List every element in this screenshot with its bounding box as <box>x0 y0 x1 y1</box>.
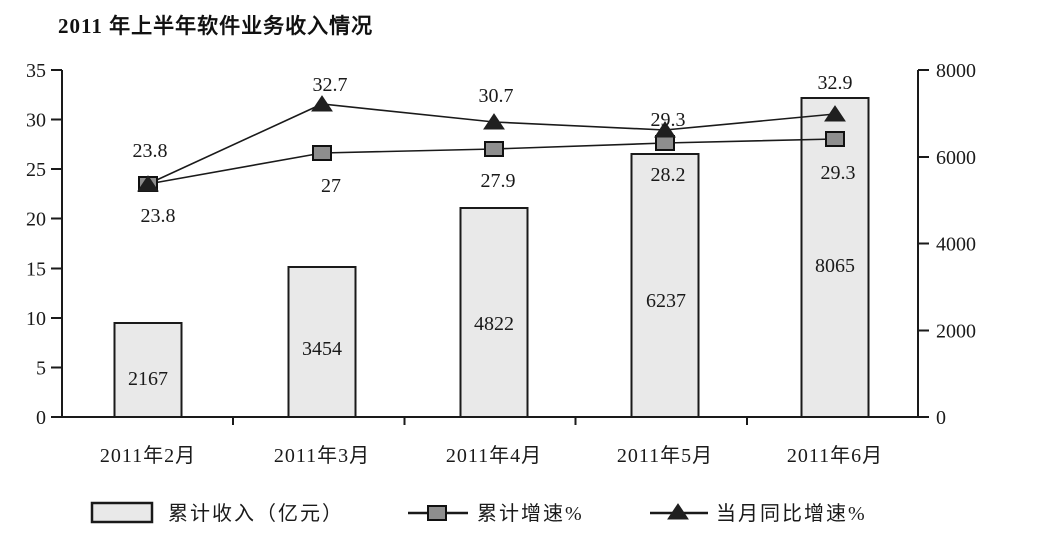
x-axis-label: 2011年6月 <box>787 444 883 467</box>
legend-square-marker <box>427 505 447 521</box>
legend-triangle-marker <box>667 503 689 520</box>
monthly-yoy-growth-value-label: 32.9 <box>818 72 853 94</box>
triangle-marker <box>654 121 676 138</box>
bar-value-label: 8065 <box>815 255 855 277</box>
left-axis-tick-label: 0 <box>36 407 46 429</box>
right-axis-tick-label: 4000 <box>936 234 976 256</box>
bar-2011年5月 <box>630 153 700 418</box>
bar-value-label: 3454 <box>302 338 342 360</box>
right-axis-tick-label: 6000 <box>936 147 976 169</box>
left-axis-tick-label: 35 <box>26 60 46 82</box>
bar-2011年4月 <box>459 207 529 418</box>
square-marker <box>655 135 675 151</box>
square-marker <box>484 141 504 157</box>
left-axis-tick-label: 30 <box>26 110 46 132</box>
right-axis-tick-label: 2000 <box>936 320 976 342</box>
monthly-yoy-growth-value-label: 29.3 <box>651 109 686 131</box>
legend-label-cumulative-growth: 累计增速% <box>477 502 584 525</box>
triangle-marker <box>483 113 505 130</box>
monthly-yoy-growth-value-label: 32.7 <box>313 74 348 96</box>
triangle-marker <box>311 95 333 112</box>
cumulative-growth-value-label: 27 <box>321 175 341 197</box>
right-axis-tick-label: 0 <box>936 407 946 429</box>
square-marker <box>825 131 845 147</box>
triangle-marker <box>137 175 159 192</box>
x-axis-label: 2011年5月 <box>617 444 713 467</box>
bar-value-label: 4822 <box>474 313 514 335</box>
bar-2011年3月 <box>287 266 357 418</box>
x-axis-label: 2011年4月 <box>446 444 542 467</box>
bar-2011年2月 <box>113 322 183 418</box>
legend-label-cumulative-revenue: 累计收入（亿元） <box>168 502 344 525</box>
cumulative-growth-value-label: 28.2 <box>651 164 686 186</box>
bar-value-label: 6237 <box>646 290 686 312</box>
monthly-yoy-growth-value-label: 30.7 <box>479 85 514 107</box>
square-marker <box>312 145 332 161</box>
x-axis-label: 2011年3月 <box>274 444 370 467</box>
cumulative-growth-value-label: 23.8 <box>141 205 176 227</box>
x-axis-label: 2011年2月 <box>100 444 196 467</box>
left-axis-tick-label: 15 <box>26 258 46 280</box>
right-axis-tick-label: 8000 <box>936 60 976 82</box>
bar-value-label: 2167 <box>128 368 168 390</box>
left-axis-tick-label: 25 <box>26 159 46 181</box>
monthly-yoy-growth-value-label: 23.8 <box>133 140 168 162</box>
left-axis-tick-label: 5 <box>36 357 46 379</box>
cumulative-growth-value-label: 29.3 <box>821 162 856 184</box>
legend-bar-swatch <box>90 501 154 524</box>
legend-label-monthly-yoy-growth: 当月同比增速% <box>716 502 867 525</box>
cumulative-growth-value-label: 27.9 <box>481 170 516 192</box>
chart-title: 2011 年上半年软件业务收入情况 <box>58 14 374 38</box>
left-axis-tick-label: 20 <box>26 209 46 231</box>
left-axis-tick-label: 10 <box>26 308 46 330</box>
triangle-marker <box>824 105 846 122</box>
